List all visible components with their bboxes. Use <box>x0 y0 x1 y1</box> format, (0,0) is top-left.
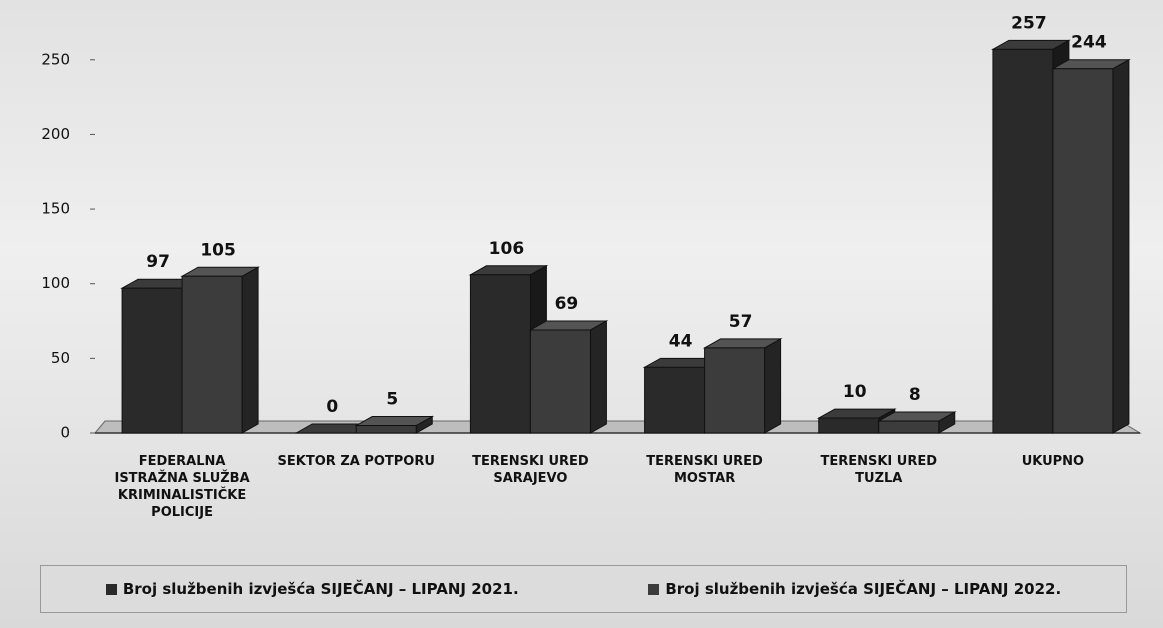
data-label: 0 <box>326 397 338 417</box>
x-tick-label: TERENSKI URED TUZLA <box>820 454 938 486</box>
data-label: 97 <box>146 252 170 272</box>
legend-label: Broj službenih izvješća SIJEČANJ – LIPAN… <box>122 580 519 598</box>
data-label: 5 <box>386 390 398 410</box>
bar <box>644 366 706 434</box>
bar <box>181 275 243 434</box>
y-tick-label: 150 <box>41 200 70 218</box>
y-tick-label: 200 <box>41 125 70 143</box>
bar <box>355 425 417 434</box>
bar <box>992 48 1054 434</box>
data-label: 44 <box>669 331 693 351</box>
legend-item: Broj službenih izvješća SIJEČANJ – LIPAN… <box>105 580 519 598</box>
bar-side <box>589 320 607 434</box>
bar <box>704 347 766 434</box>
bar <box>469 274 531 434</box>
bar <box>1052 68 1114 434</box>
bar <box>878 420 940 434</box>
y-tick-label: 100 <box>41 274 70 292</box>
data-label: 69 <box>555 294 579 314</box>
bar <box>818 417 880 434</box>
x-tick-label: TERENSKI URED SARAJEVO <box>472 454 589 486</box>
x-tick-label: FEDERALNA ISTRAŽNA SLUŽBA KRIMINALISTIČK… <box>114 454 250 520</box>
data-label: 106 <box>489 239 525 259</box>
legend-label: Broj službenih izvješća SIJEČANJ – LIPAN… <box>665 580 1062 598</box>
data-label: 244 <box>1071 33 1107 53</box>
bar-side <box>1112 58 1130 434</box>
data-label: 105 <box>200 240 236 260</box>
x-tick-label: SEKTOR ZA POTPORU <box>277 454 435 469</box>
bar <box>121 287 183 434</box>
y-tick-label: 50 <box>51 349 70 367</box>
y-tick-label: 0 <box>60 424 70 442</box>
legend-swatch <box>105 583 117 595</box>
data-label: 8 <box>909 385 921 405</box>
legend-item: Broj službenih izvješća SIJEČANJ – LIPAN… <box>648 580 1061 598</box>
y-tick-label: 250 <box>41 50 70 68</box>
legend: Broj službenih izvješća SIJEČANJ – LIPAN… <box>40 565 1127 613</box>
x-tick-label: UKUPNO <box>1021 454 1085 469</box>
bar <box>529 329 591 434</box>
legend-swatch <box>648 583 660 595</box>
data-label: 57 <box>729 312 753 332</box>
bar-side <box>241 266 259 434</box>
data-label: 257 <box>1011 13 1047 33</box>
bar-side <box>764 338 782 434</box>
x-tick-label: TERENSKI URED MOSTAR <box>646 454 763 486</box>
data-label: 10 <box>843 382 867 402</box>
